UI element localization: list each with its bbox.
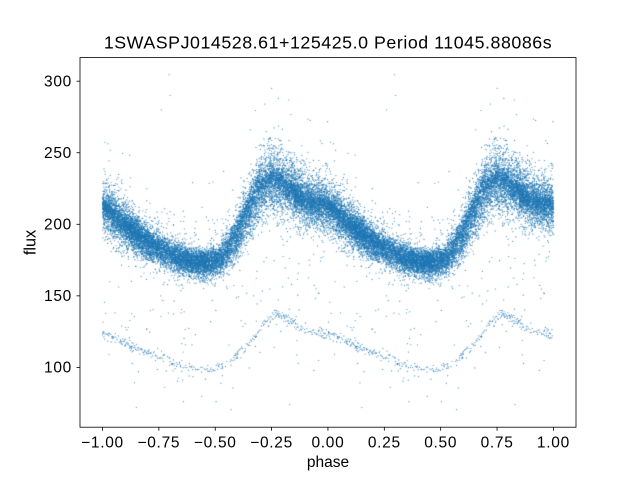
svg-text:1SWASPJ014528.61+125425.0 Peri: 1SWASPJ014528.61+125425.0 Period 11045.8… (104, 33, 552, 53)
svg-text:0.75: 0.75 (481, 435, 514, 452)
svg-text:200: 200 (44, 217, 72, 234)
svg-text:100: 100 (44, 360, 72, 377)
svg-text:300: 300 (44, 74, 72, 91)
svg-text:−1.00: −1.00 (81, 435, 124, 452)
svg-text:flux: flux (22, 230, 40, 255)
svg-text:−0.75: −0.75 (137, 435, 180, 452)
svg-text:250: 250 (44, 145, 72, 162)
svg-text:150: 150 (44, 288, 72, 305)
svg-text:−0.50: −0.50 (194, 435, 237, 452)
svg-text:0.50: 0.50 (424, 435, 457, 452)
svg-text:phase: phase (307, 454, 349, 471)
svg-text:0.25: 0.25 (368, 435, 401, 452)
svg-text:1.00: 1.00 (537, 435, 570, 452)
svg-text:−0.25: −0.25 (250, 435, 293, 452)
svg-text:0.00: 0.00 (311, 435, 344, 452)
